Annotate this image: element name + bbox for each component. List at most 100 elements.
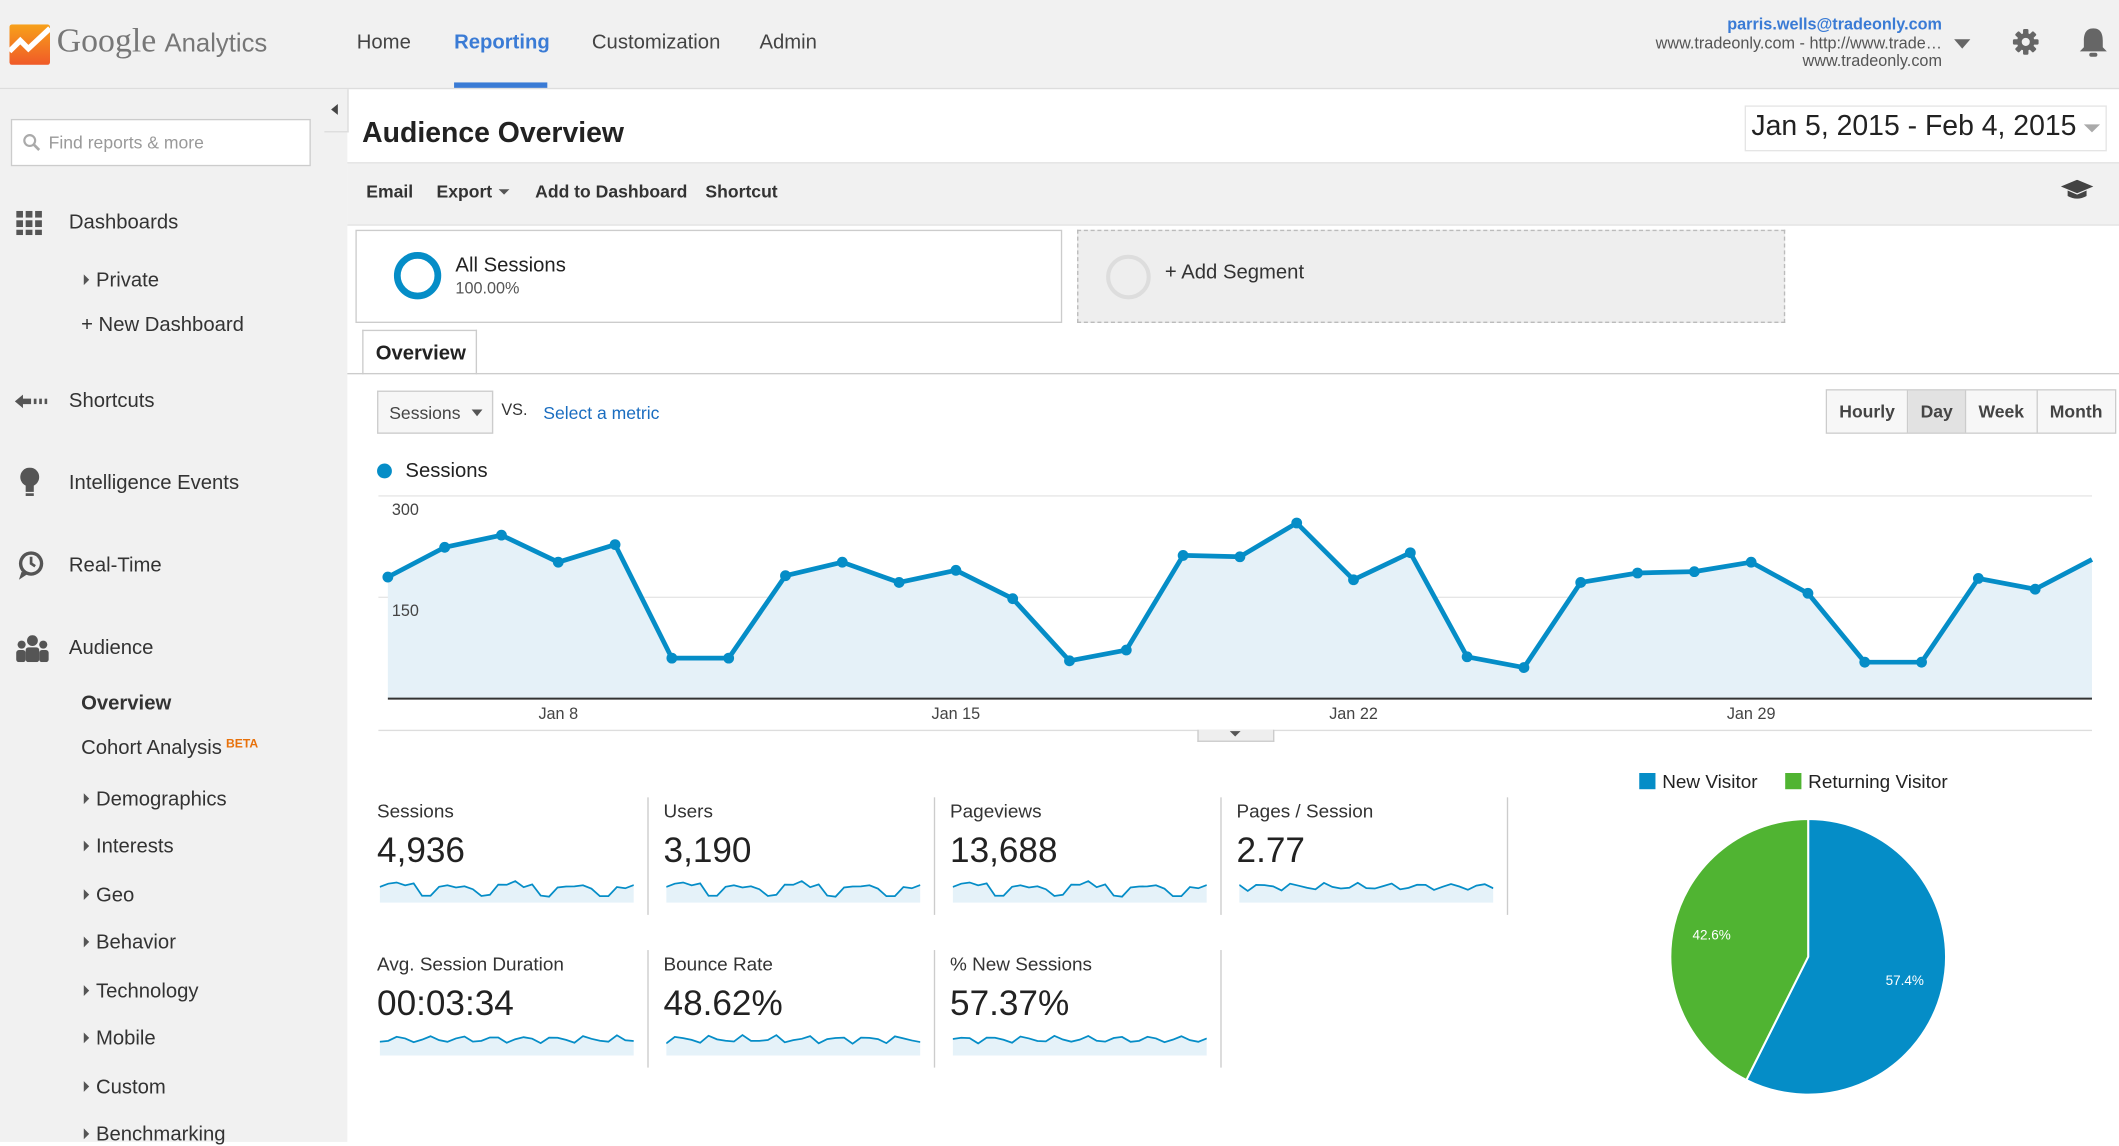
sparkline-area <box>666 1035 921 1056</box>
notifications-bell-icon[interactable] <box>2078 26 2108 58</box>
metric-divider <box>647 797 649 915</box>
chevron-down-icon <box>471 409 483 417</box>
account-email[interactable]: parris.wells@tradeonly.com <box>1727 14 1942 34</box>
sidebar-item-intelligence-events[interactable]: Intelligence Events <box>68 471 240 495</box>
label: Private <box>95 268 160 292</box>
pie-slice-label: 42.6% <box>1692 927 1730 942</box>
select-metric-link[interactable]: Select a metric <box>543 402 660 423</box>
sidebar-item-shortcuts[interactable]: Shortcuts <box>68 389 155 413</box>
sidebar-item-behavior[interactable]: Behavior <box>83 931 176 954</box>
sidebar-item-benchmarking[interactable]: Benchmarking <box>83 1123 226 1146</box>
chart-collapse-handle[interactable] <box>1197 729 1275 742</box>
dashboards-grid-icon <box>16 210 42 236</box>
logo-product: Analytics <box>164 29 268 59</box>
metric-bounce-rate[interactable]: Bounce Rate 48.62% <box>664 953 923 1075</box>
sidebar-item-new-dashboard[interactable]: + New Dashboard <box>81 313 244 337</box>
metric-value: 48.62% <box>663 982 783 1024</box>
week-button[interactable]: Week <box>1966 390 2038 433</box>
email-button[interactable]: Email <box>366 181 414 202</box>
data-point-jan-14 <box>893 577 905 588</box>
nav-home[interactable]: Home <box>356 31 411 55</box>
metric-pages-session[interactable]: Pages / Session 2.77 <box>1237 800 1496 922</box>
search-icon <box>23 134 41 151</box>
graduation-cap-icon[interactable] <box>2060 179 2094 202</box>
date-range-picker[interactable]: Jan 5, 2015 - Feb 4, 2015 <box>1744 105 2107 152</box>
lightbulb-icon <box>20 467 40 496</box>
metric-label: Bounce Rate <box>663 952 773 975</box>
metric-users[interactable]: Users 3,190 <box>664 800 923 922</box>
visitor-pie-chart[interactable]: 57.4% 42.6% <box>1662 811 1954 1103</box>
sidebar-item-mobile[interactable]: Mobile <box>83 1027 156 1050</box>
sparkline-area <box>952 1035 1207 1056</box>
data-point-jan-29 <box>1745 556 1757 568</box>
chevron-down-icon <box>1229 731 1241 737</box>
metric-sparkline <box>952 880 1207 903</box>
nav-reporting[interactable]: Reporting <box>454 31 550 55</box>
sidebar-item-overview[interactable]: Overview <box>81 691 172 715</box>
granularity-buttons: Hourly Day Week Month <box>1825 389 2116 434</box>
x-tick-label: Jan 15 <box>932 705 981 723</box>
metric-divider <box>1220 950 1222 1068</box>
nav-admin[interactable]: Admin <box>759 31 817 55</box>
sidebar-item-technology[interactable]: Technology <box>83 979 199 1003</box>
sidebar-item-interests[interactable]: Interests <box>83 835 174 858</box>
month-button[interactable]: Month <box>2037 390 2115 433</box>
nav-customization[interactable]: Customization <box>591 31 721 55</box>
metric-sessions[interactable]: Sessions 4,936 <box>377 800 636 922</box>
data-point-jan-10 <box>666 652 678 664</box>
chevron-down-icon <box>2083 124 2101 133</box>
data-point-jan-15 <box>950 564 962 576</box>
data-point-jan-27 <box>1632 567 1643 579</box>
sidebar-item-real-time[interactable]: Real-Time <box>68 554 162 578</box>
data-point-feb-3 <box>2029 583 2041 595</box>
label: Cohort Analysis <box>81 736 222 760</box>
y-tick-label: 300 <box>392 501 419 519</box>
legend-swatch-returning-visitor <box>1785 773 1802 790</box>
date-range-text: Jan 5, 2015 - Feb 4, 2015 <box>1751 110 2077 142</box>
chevron-down-icon <box>498 189 510 195</box>
account-dropdown-icon[interactable] <box>1954 39 1971 49</box>
gear-icon[interactable] <box>2012 28 2039 55</box>
expand-arrow-icon <box>83 793 90 805</box>
segment-all-sessions[interactable]: All Sessions 100.00% <box>355 229 1063 323</box>
pie-slice-returning-visitor[interactable] <box>1669 817 1810 1082</box>
metric-sparkline <box>379 1034 634 1056</box>
metric-select[interactable]: Sessions <box>377 390 494 434</box>
account-property[interactable]: www.tradeonly.com - http://www.trade… <box>1655 33 1942 53</box>
data-point-feb-1 <box>1916 656 1927 668</box>
metric-label: Pageviews <box>950 800 1042 822</box>
metric-divider <box>933 797 936 915</box>
metric-value: 2.77 <box>1236 829 1305 871</box>
sidebar-item-cohort-analysis[interactable]: Cohort Analysis BETA <box>81 737 258 760</box>
day-button[interactable]: Day <box>1908 390 1967 433</box>
data-point-jan-18 <box>1120 644 1132 656</box>
sidebar-item-demographics[interactable]: Demographics <box>83 788 227 811</box>
metric-avg-session-duration[interactable]: Avg. Session Duration 00:03:34 <box>377 953 636 1075</box>
metric-new-sessions[interactable]: % New Sessions 57.37% <box>950 953 1209 1075</box>
metric-pageviews[interactable]: Pageviews 13,688 <box>950 800 1209 922</box>
tab-overview[interactable]: Overview <box>362 329 478 375</box>
data-point-jan-7 <box>496 529 507 541</box>
expand-arrow-icon <box>83 936 90 948</box>
pie-slice-new-visitor[interactable] <box>1745 817 1948 1096</box>
add-to-dashboard-button[interactable]: Add to Dashboard <box>535 181 688 202</box>
tab-divider <box>347 372 2119 375</box>
shortcut-button[interactable]: Shortcut <box>705 181 778 202</box>
data-point-jan-23 <box>1404 547 1416 559</box>
add-segment-button[interactable]: + Add Segment <box>1077 229 1786 323</box>
sidebar-item-audience[interactable]: Audience <box>68 636 154 660</box>
sidebar-collapse-button[interactable] <box>324 89 349 133</box>
account-view[interactable]: www.tradeonly.com <box>1802 51 1942 71</box>
sidebar-item-custom[interactable]: Custom <box>83 1076 166 1099</box>
search-input[interactable]: Find reports & more <box>10 118 311 167</box>
export-button[interactable]: Export <box>437 181 510 201</box>
label: Technology <box>95 979 199 1003</box>
hourly-button[interactable]: Hourly <box>1827 390 1909 433</box>
sessions-line-chart[interactable]: 150 300 Jan 8 Jan 15 Jan 22 Jan 29 <box>0 0 2119 757</box>
sidebar-item-geo[interactable]: Geo <box>83 884 134 907</box>
data-point-jan-28 <box>1688 566 1700 578</box>
sidebar-item-private[interactable]: Private <box>83 268 160 292</box>
logo-text[interactable]: Google Analytics <box>57 23 268 61</box>
sidebar-item-dashboards[interactable]: Dashboards <box>68 210 179 234</box>
clock-icon <box>18 551 44 580</box>
